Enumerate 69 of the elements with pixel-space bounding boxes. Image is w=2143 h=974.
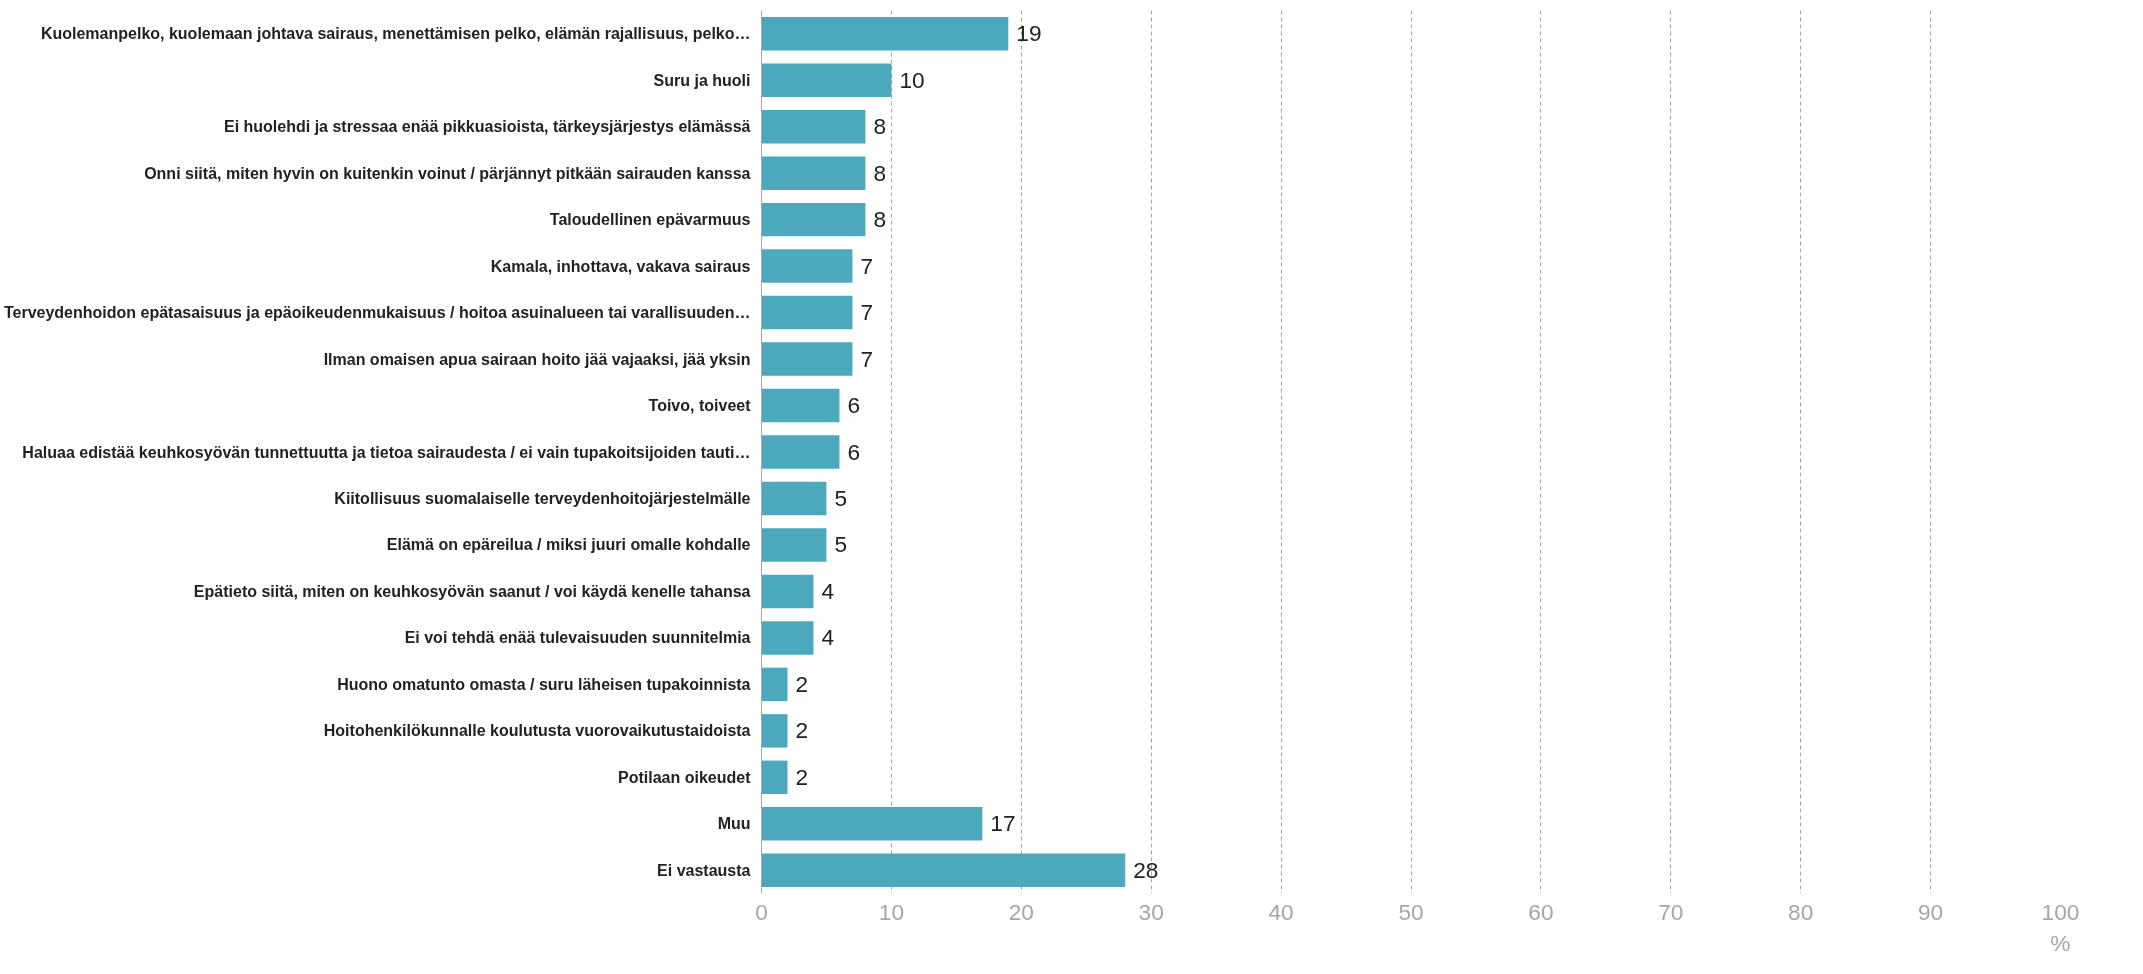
y-tick-label: Epätieto siitä, miten on keuhkosyövän saanut / voi käydä kenelle tahansa <box>193 582 751 600</box>
y-tick-label: Suru ja huoli <box>653 71 751 89</box>
data-label: 7 <box>860 299 874 326</box>
bar <box>761 202 866 237</box>
bar <box>761 481 827 516</box>
bar <box>761 714 788 748</box>
y-tick-label: Hoitohenkilökunnalle koulutusta vuorovaikutustaidoista <box>323 722 751 740</box>
data-label: 4 <box>821 624 835 651</box>
x-axis-title: % <box>2050 929 2071 956</box>
data-label: 7 <box>860 252 874 279</box>
data-label: 2 <box>795 717 809 744</box>
x-tick-label: 100 <box>2041 898 2080 925</box>
data-label: 10 <box>899 66 925 93</box>
x-tick-label: 80 <box>1788 898 1814 925</box>
bar <box>761 63 892 97</box>
y-tick-label: Ei voi tehdä enää tulevaisuuden suunnitelmia <box>404 629 751 647</box>
bar <box>761 667 788 702</box>
bar <box>761 295 853 330</box>
bar <box>761 342 853 376</box>
data-label: 8 <box>873 113 887 140</box>
bar <box>761 109 866 144</box>
x-tick-label: 50 <box>1398 898 1424 925</box>
data-label: 6 <box>847 438 861 465</box>
x-tick-label: 0 <box>755 898 768 925</box>
y-tick-label: Ei vastausta <box>657 861 751 879</box>
y-tick-label: Ilman omaisen apua sairaan hoito jää vajaaksi, jää yksin <box>323 350 751 368</box>
x-tick-label: 90 <box>1918 898 1944 925</box>
bar <box>761 760 788 795</box>
y-tick-label: Terveydenhoidon epätasaisuus ja epäoikeudenmukaisuus / hoitoa asuinalueen tai varallisuuden… <box>3 304 751 322</box>
y-tick-label: Kiitollisuus suomalaiselle terveydenhoitojärjestelmälle <box>334 489 751 507</box>
y-tick-label: Kamala, inhottava, vakava sairaus <box>490 257 751 275</box>
data-label: 4 <box>821 577 835 604</box>
y-tick-label: Haluaa edistää keuhkosyövän tunnettuutta ja tietoa sairaudesta / ei vain tupakoitsijoiden tauti… <box>22 443 751 461</box>
data-label: 2 <box>795 670 809 697</box>
y-tick-label: Huono omatunto omasta / suru läheisen tupakoinnista <box>337 675 751 693</box>
y-tick-label: Kuolemanpelko, kuolemaan johtava sairaus, menettämisen pelko, elämän rajallisuus, pelko… <box>40 25 751 43</box>
bar <box>761 853 1126 887</box>
bar <box>761 249 853 283</box>
x-tick-label: 10 <box>878 898 904 925</box>
y-tick-label: Muu <box>717 815 751 833</box>
y-tick-label: Taloudellinen epävarmuus <box>549 211 751 229</box>
bar <box>761 17 1009 51</box>
x-tick-label: 70 <box>1658 898 1684 925</box>
y-tick-label: Ei huolehdi ja stressaa enää pikkuasioista, tärkeysjärjestys elämässä <box>223 118 751 136</box>
data-label: 2 <box>795 763 809 790</box>
bar <box>761 156 866 190</box>
bar <box>761 528 827 562</box>
bar <box>761 621 814 655</box>
bar <box>761 807 983 841</box>
y-tick-label: Elämä on epäreilua / miksi juuri omalle kohdalle <box>386 536 751 554</box>
data-label: 17 <box>990 810 1016 837</box>
data-label: 7 <box>860 345 874 372</box>
x-tick-label: 30 <box>1138 898 1164 925</box>
bar <box>761 574 814 609</box>
data-label: 5 <box>834 484 848 511</box>
data-label: 8 <box>873 206 887 233</box>
y-tick-label: Onni siitä, miten hyvin on kuitenkin voinut / pärjännyt pitkään sairauden kanssa <box>144 164 751 182</box>
x-tick-label: 20 <box>1008 898 1034 925</box>
data-label: 28 <box>1133 856 1159 883</box>
x-tick-label: 60 <box>1528 898 1554 925</box>
y-tick-label: Toivo, toiveet <box>648 397 752 415</box>
x-tick-label: 40 <box>1268 898 1294 925</box>
data-label: 8 <box>873 159 887 186</box>
bar <box>761 435 840 469</box>
data-label: 6 <box>847 392 861 419</box>
bar <box>761 388 840 423</box>
data-label: 5 <box>834 531 848 558</box>
y-tick-label: Potilaan oikeudet <box>618 768 752 786</box>
data-label: 19 <box>1016 20 1042 47</box>
